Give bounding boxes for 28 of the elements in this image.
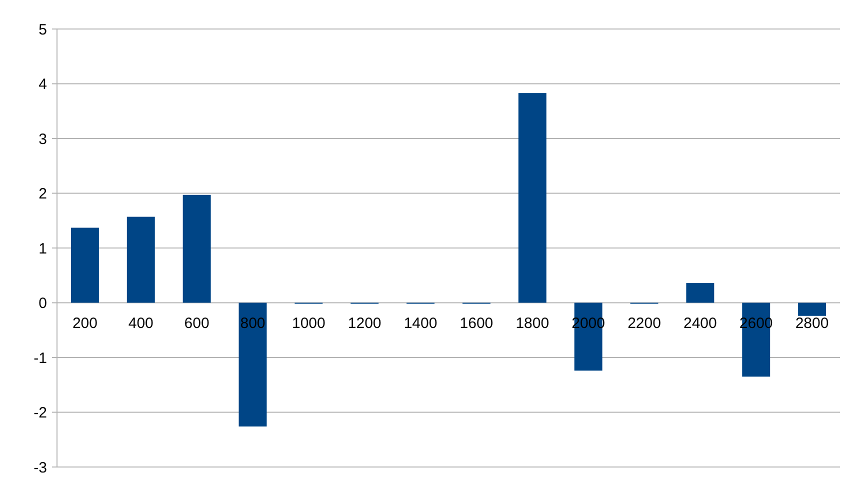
x-tick-label: 1200 [348, 314, 382, 332]
bar [238, 302, 267, 426]
x-tick-label: 800 [240, 314, 266, 332]
x-tick-label: 2800 [795, 314, 829, 332]
x-tick-label: 1000 [292, 314, 326, 332]
y-tick-label: -3 [34, 459, 47, 476]
y-tick-label: -2 [34, 404, 47, 422]
x-tick-label: 1400 [404, 314, 438, 332]
y-tick-label: 4 [38, 76, 47, 93]
x-tick-label: 200 [72, 314, 98, 332]
x-tick-label: 2200 [628, 314, 661, 332]
bar [126, 216, 155, 303]
x-tick-label: 400 [128, 314, 154, 332]
y-tick-label: -1 [34, 350, 47, 367]
y-tick-label: 1 [38, 240, 47, 258]
y-tick-label: 2 [38, 186, 47, 202]
y-tick-label: 5 [38, 21, 47, 38]
x-tick-label: 1600 [460, 314, 494, 332]
bar [798, 302, 826, 316]
bar [182, 194, 211, 303]
y-tick-label: 0 [38, 295, 47, 312]
y-tick-label: 3 [38, 130, 47, 148]
bar [70, 228, 99, 303]
x-tick-label: 2400 [683, 314, 717, 332]
x-tick-label: 600 [184, 314, 210, 332]
bar [518, 93, 546, 303]
bar [686, 283, 714, 303]
x-tick-label: 1800 [516, 314, 550, 332]
